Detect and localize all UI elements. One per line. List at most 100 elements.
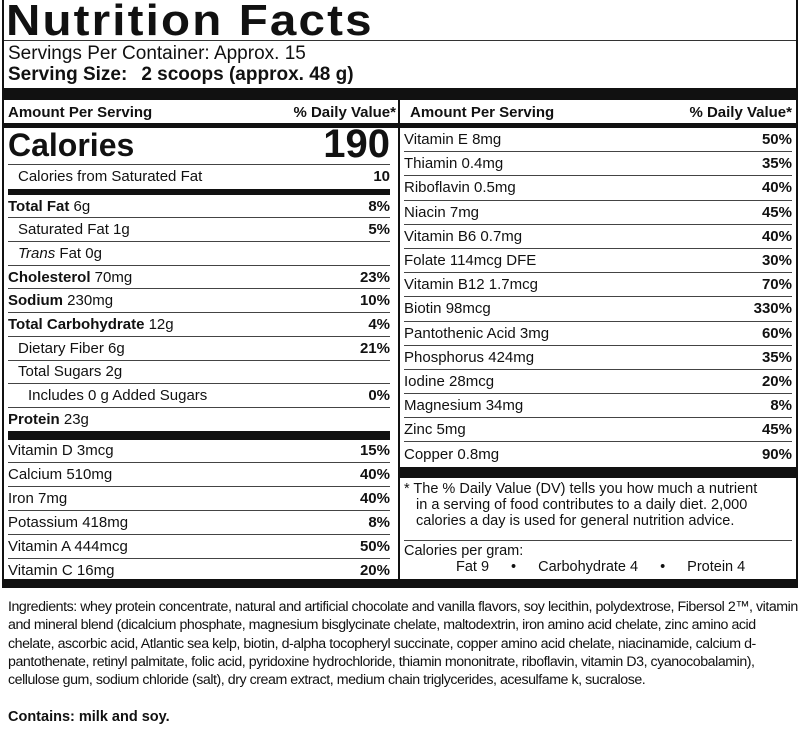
row-label: Calories from Saturated Fat [18, 168, 203, 186]
nutrient-amount: Dietary Fiber 6g [18, 339, 125, 357]
vitamin-dv: 45% [761, 203, 792, 221]
nutrient-list: Total Fat 6g 8% Saturated Fat 1g 5% Trans Fa… [8, 195, 390, 432]
nutrient-row: Trans Fat 0g [8, 242, 390, 266]
vitamin-row: Zinc 5mg 45% [404, 418, 792, 443]
cpg-carb: Carbohydrate 4 [538, 559, 639, 575]
nutrient-label: Dietary Fiber 6g [18, 340, 125, 357]
vitamin-row: Iron 7mg 40% [8, 487, 390, 511]
calories-per-gram: Calories per gram: Fat 9 • Carbohydrate 4 •… [404, 540, 792, 575]
vitamin-dv: 8% [770, 397, 792, 415]
amount-header: Amount Per Serving [410, 103, 555, 121]
nutrient-name: Protein [8, 411, 60, 429]
nutrient-dv: 21% [359, 339, 390, 357]
vitamin-dv: 20% [359, 561, 390, 579]
cpg-label: Calories per gram: [404, 543, 524, 559]
vitamin-row: Vitamin D 3mcg 15% [8, 440, 390, 464]
nutrient-amount: Saturated Fat 1g [18, 221, 130, 239]
vitamin-dv: 40% [761, 227, 792, 245]
vitamin-name: Pantothenic Acid 3mg [404, 324, 550, 342]
vitamin-name: Vitamin B12 1.7mcg [404, 276, 538, 294]
nutrient-dv: 10% [359, 292, 390, 310]
footnote-rest: in a serving of food contributes to a da… [416, 497, 748, 529]
calories-label: Calories [8, 127, 135, 163]
vitamin-dv: 90% [761, 446, 792, 464]
servings-per-container: Servings Per Container: Approx. 15 [8, 43, 306, 64]
footnote-line: * The % Daily Value (DV) tells you how m… [404, 481, 758, 497]
nutrient-amount: 230mg [63, 292, 114, 310]
vitamin-name: Vitamin D 3mcg [8, 442, 114, 460]
vitamin-dv: 15% [359, 442, 390, 460]
nutrient-row: Sodium 230mg 10% [8, 289, 390, 314]
nutrient-row: Total Sugars 2g [8, 361, 390, 385]
nutrient-dv: 5% [368, 221, 390, 239]
vitamin-row: Biotin 98mcg 330% [404, 297, 792, 322]
nutrient-row: Saturated Fat 1g 5% [8, 218, 390, 243]
cpg-fat: Fat 9 [456, 559, 490, 575]
nutrient-row: Protein 23g [8, 408, 390, 432]
vitamin-row: Vitamin E 8mg 50% [404, 128, 792, 153]
nutrient-dv: 0% [368, 387, 390, 405]
vitamin-name: Niacin 7mg [404, 203, 480, 221]
nutrient-amount: 12g [144, 315, 174, 333]
vitamin-list-left: Vitamin D 3mcg 15% Calcium 510mg 40% Iron 7m… [8, 440, 390, 583]
serving-size: Serving Size: 2 scoops (approx. 48 g) [8, 64, 354, 86]
vitamin-row: Thiamin 0.4mg 35% [404, 152, 792, 177]
thick-bar [4, 123, 796, 128]
vitamin-list-right: Vitamin E 8mg 50% Thiamin 0.4mg 35% Riboflav… [404, 128, 792, 467]
calories-row: Calories 190 [8, 124, 390, 165]
vitamin-name: Iodine 28mcg [404, 372, 495, 390]
vitamin-name: Thiamin 0.4mg [404, 155, 504, 173]
vitamin-dv: 60% [761, 324, 792, 342]
thick-bar [4, 88, 796, 100]
vitamin-dv: 40% [761, 179, 792, 197]
vitamin-dv: 330% [753, 300, 792, 318]
right-column: Vitamin E 8mg 50% Thiamin 0.4mg 35% Riboflav… [404, 128, 792, 467]
nutrient-amount: 70mg [90, 268, 133, 286]
nutrient-dv: 23% [359, 268, 390, 286]
daily-value-footnote: * The % Daily Value (DV) tells you how m… [404, 481, 784, 529]
nutrient-amount: Fat 0g [55, 244, 102, 262]
serving-size-value: 2 scoops (approx. 48 g) [141, 64, 354, 85]
vitamin-name: Potassium 418mg [8, 513, 129, 531]
vitamin-dv: 40% [359, 466, 390, 484]
nutrient-name: Total Fat [8, 197, 70, 215]
nutrient-row: Total Carbohydrate 12g 4% [8, 313, 390, 337]
vitamin-name: Calcium 510mg [8, 466, 113, 484]
cpg-protein: Protein 4 [687, 559, 746, 575]
vitamin-row: Vitamin C 16mg 20% [8, 559, 390, 583]
ingredients: Ingredients: whey protein concentrate, n… [8, 599, 798, 689]
vitamin-row: Copper 0.8mg 90% [404, 442, 792, 466]
vitamin-name: Riboflavin 0.5mg [404, 179, 516, 197]
vitamin-row: Vitamin B6 0.7mg 40% [404, 225, 792, 249]
thick-bar [400, 467, 796, 478]
bottom-bar [2, 579, 798, 587]
vitamin-name: Folate 114mcg DFE [404, 252, 537, 270]
allergen-statement: Contains: milk and soy. [8, 709, 170, 725]
vitamin-dv: 40% [359, 490, 390, 508]
vitamin-name: Biotin 98mcg [404, 300, 491, 318]
label-title: Nutrition Facts [6, 0, 374, 45]
vitamin-dv: 35% [761, 348, 792, 366]
vitamin-row: Riboflavin 0.5mg 40% [404, 176, 792, 201]
vitamin-dv: 70% [761, 276, 792, 294]
nutrient-name: Total Carbohydrate [8, 315, 145, 333]
vitamin-dv: 50% [359, 537, 390, 555]
nutrient-label: Total Fat 6g [8, 198, 90, 215]
vitamin-row: Vitamin B12 1.7mcg 70% [404, 273, 792, 298]
vitamin-dv: 45% [761, 421, 792, 439]
nutrient-amount: Total Sugars 2g [18, 363, 123, 381]
left-column-header: Amount Per Serving % Daily Value* [8, 101, 396, 123]
vitamin-row: Niacin 7mg 45% [404, 201, 792, 225]
vitamin-name: Vitamin C 16mg [8, 561, 115, 579]
nutrient-label: Total Carbohydrate 12g [8, 316, 174, 333]
thick-bar [8, 430, 390, 440]
vitamin-name: Iron 7mg [8, 490, 68, 508]
nutrient-row: Total Fat 6g 8% [8, 195, 390, 219]
vitamin-name: Vitamin E 8mg [404, 131, 502, 149]
vitamin-row: Folate 114mcg DFE 30% [404, 249, 792, 274]
vitamin-dv: 35% [761, 155, 792, 173]
nutrient-label: Cholesterol 70mg [8, 269, 132, 286]
nutrient-label: Protein 23g [8, 411, 89, 428]
vitamin-name: Vitamin A 444mcg [8, 537, 128, 555]
calories-sat-fat-row: Calories from Saturated Fat 10 [8, 165, 390, 189]
